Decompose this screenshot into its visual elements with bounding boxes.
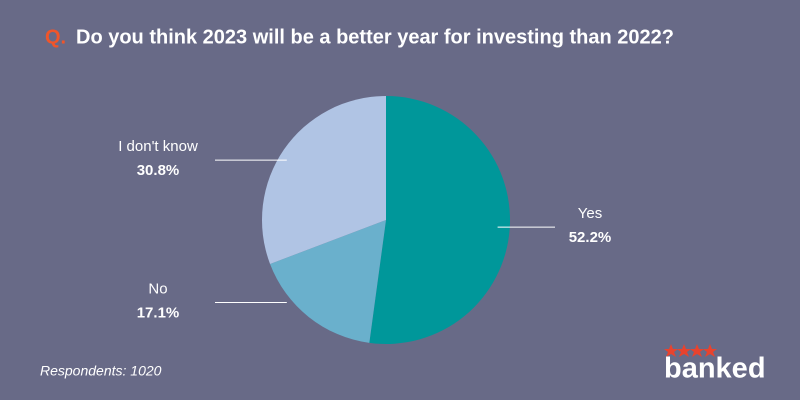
slice-label: I don't know xyxy=(118,138,198,155)
brand-logo: banked xyxy=(664,353,766,385)
slice-label: No xyxy=(148,280,167,297)
footnote: Respondents: 1020 xyxy=(40,363,162,379)
slice-value: 17.1% xyxy=(137,304,180,321)
brand-stars xyxy=(664,344,717,357)
slice-value: 30.8% xyxy=(137,162,180,179)
question-marker: Q. xyxy=(45,26,66,48)
pie-slice xyxy=(262,96,386,264)
slice-value: 52.2% xyxy=(569,229,612,246)
slice-label: Yes xyxy=(578,205,602,222)
pie-slice xyxy=(369,96,511,344)
pie-slice xyxy=(270,220,386,343)
chart-title: Do you think 2023 will be a better year … xyxy=(76,26,674,48)
